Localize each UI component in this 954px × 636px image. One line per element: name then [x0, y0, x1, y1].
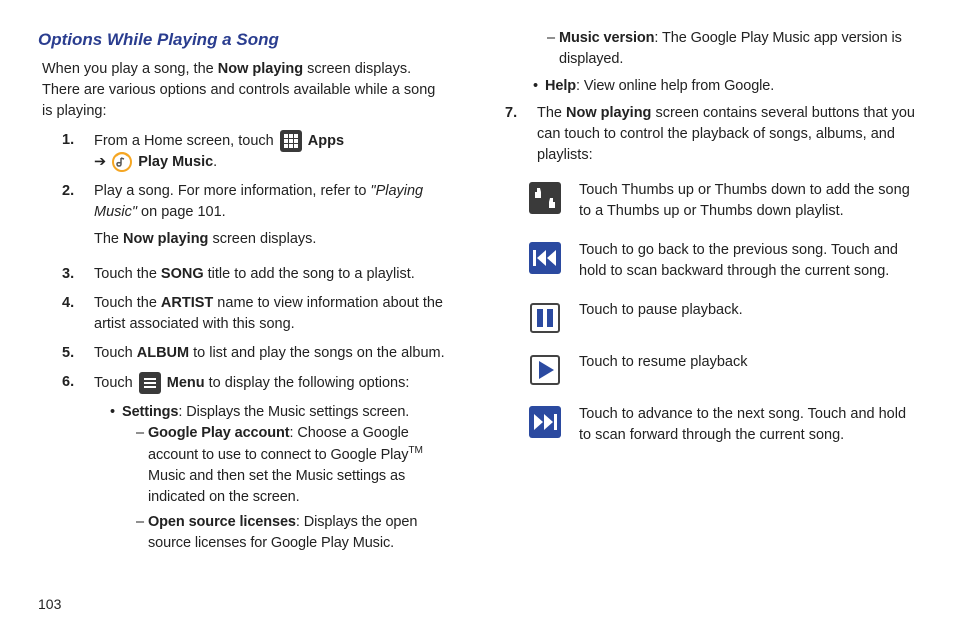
step3-a: Touch the: [94, 266, 161, 282]
prev-text: Touch to go back to the previous song. T…: [579, 240, 916, 282]
apps-icon: [280, 130, 302, 152]
help-text: : View online help from Google.: [576, 78, 774, 94]
help-label: Help: [545, 78, 576, 94]
step-2: 2. Play a song. For more information, re…: [62, 181, 449, 250]
play-icon: [529, 354, 561, 386]
gpa-t2: Music and then set the Music settings as…: [148, 468, 405, 505]
control-play: Touch to resume playback: [529, 352, 916, 386]
step4-a: Touch the: [94, 295, 161, 311]
section-title: Options While Playing a Song: [38, 28, 449, 53]
opt-settings: Settings: Displays the Music settings sc…: [110, 402, 449, 554]
step5-a: Touch: [94, 345, 137, 361]
mv-label: Music version: [559, 30, 654, 46]
apps-label: Apps: [308, 133, 344, 149]
left-column: Options While Playing a Song When you pl…: [38, 28, 449, 558]
step2-d: The: [94, 231, 123, 247]
page-number: 103: [38, 594, 61, 614]
intro-text: When you play a song, the Now playing sc…: [42, 59, 449, 122]
step1-text-a: From a Home screen, touch: [94, 133, 278, 149]
play-music-label: Play Music: [138, 154, 213, 170]
play-text: Touch to resume playback: [579, 352, 916, 373]
settings-sublist-cont: Music version: The Google Play Music app…: [547, 28, 916, 70]
settings-text: : Displays the Music settings screen.: [178, 404, 409, 420]
sub-gpa: Google Play account: Choose a Google acc…: [136, 423, 449, 508]
settings-label: Settings: [122, 404, 178, 420]
step-6: 6. Touch Menu to display the following o…: [62, 372, 449, 394]
control-thumbs: Touch Thumbs up or Thumbs down to add th…: [529, 180, 916, 222]
step-1: 1. From a Home screen, touch: [62, 130, 449, 173]
step2-a: Play a song. For more information, refer…: [94, 183, 370, 199]
step7-a: The: [537, 105, 566, 121]
control-prev: Touch to go back to the previous song. T…: [529, 240, 916, 282]
step4-b: ARTIST: [161, 295, 213, 311]
osl-label: Open source licenses: [148, 514, 296, 530]
step2-c: on page 101.: [137, 204, 226, 220]
settings-sublist: Google Play account: Choose a Google acc…: [136, 423, 449, 554]
right-column: Music version: The Google Play Music app…: [505, 28, 916, 558]
step-4: 4. Touch the ARTIST name to view informa…: [62, 293, 449, 335]
menu-options-cont: Help: View online help from Google.: [533, 76, 916, 97]
step7-b: Now playing: [566, 105, 651, 121]
thumbs-text: Touch Thumbs up or Thumbs down to add th…: [579, 180, 916, 222]
sub-osl: Open source licenses: Displays the open …: [136, 512, 449, 554]
arrow-icon: ➔: [94, 154, 106, 170]
next-text: Touch to advance to the next song. Touch…: [579, 404, 916, 446]
step3-c: title to add the song to a playlist.: [204, 266, 415, 282]
steps-list-cont: 7. The Now playing screen contains sever…: [505, 103, 916, 166]
steps-list: 1. From a Home screen, touch: [62, 130, 449, 394]
step-3: 3. Touch the SONG title to add the song …: [62, 264, 449, 285]
menu-icon: [139, 372, 161, 394]
menu-options: Settings: Displays the Music settings sc…: [110, 402, 449, 554]
step5-b: ALBUM: [137, 345, 189, 361]
step5-c: to list and play the songs on the album.: [189, 345, 445, 361]
step2-e: Now playing: [123, 231, 208, 247]
control-next: Touch to advance to the next song. Touch…: [529, 404, 916, 446]
step6-a: Touch: [94, 375, 137, 391]
gpa-tm: TM: [408, 445, 422, 456]
control-pause: Touch to pause playback.: [529, 300, 916, 334]
step6-c: to display the following options:: [205, 375, 410, 391]
step-7: 7. The Now playing screen contains sever…: [505, 103, 916, 166]
prev-icon: [529, 242, 561, 274]
thumbs-icon: [529, 182, 561, 214]
pause-text: Touch to pause playback.: [579, 300, 916, 321]
gpa-label: Google Play account: [148, 425, 290, 441]
step3-b: SONG: [161, 266, 204, 282]
opt-help: Help: View online help from Google.: [533, 76, 916, 97]
next-icon: [529, 406, 561, 438]
play-music-icon: [112, 152, 132, 172]
sub-music-version: Music version: The Google Play Music app…: [547, 28, 916, 70]
pause-icon: [529, 302, 561, 334]
step2-f: screen displays.: [208, 231, 316, 247]
step-5: 5. Touch ALBUM to list and play the song…: [62, 343, 449, 364]
menu-label: Menu: [167, 375, 205, 391]
